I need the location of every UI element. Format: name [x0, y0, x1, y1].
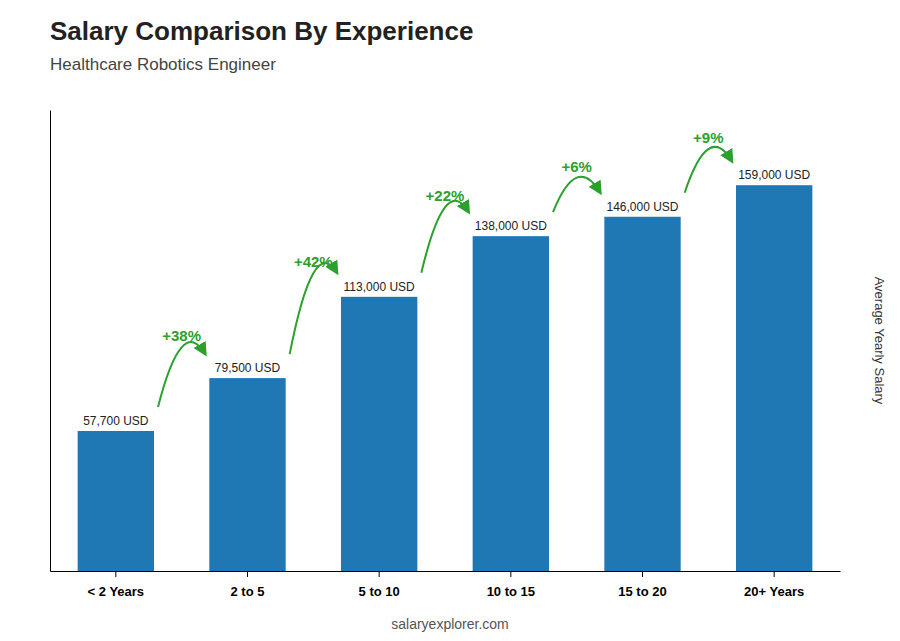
- bar: [209, 378, 285, 571]
- annotation-label: +38%: [162, 327, 201, 344]
- data-label: 138,000 USD: [475, 219, 547, 233]
- annotation-label: +9%: [693, 129, 723, 146]
- x-tick-mark: [642, 571, 643, 577]
- bar: [736, 185, 812, 571]
- annotation-arrow: [158, 342, 205, 407]
- x-tick: 15 to 20: [618, 571, 666, 599]
- x-tick-label: 10 to 15: [487, 584, 535, 599]
- x-tick-label: 5 to 10: [359, 584, 400, 599]
- footer: salaryexplorer.com: [391, 616, 509, 632]
- y-axis-line: [50, 111, 51, 572]
- bar: [473, 236, 549, 571]
- data-label: 57,700 USD: [83, 414, 149, 428]
- data-label: 79,500 USD: [215, 361, 281, 375]
- chart-container: Salary Comparison By Experience Healthcar…: [0, 0, 900, 641]
- bar: [341, 297, 417, 571]
- annotation-label: +42%: [294, 253, 333, 270]
- annotation-label: +6%: [561, 158, 591, 175]
- x-tick-label: 15 to 20: [618, 584, 666, 599]
- annotation-arrow: [421, 201, 468, 273]
- x-axis: < 2 Years 2 to 5 5 to 10 10 to 15 15 to 20 20…: [51, 571, 841, 599]
- x-tick-label: < 2 Years: [88, 584, 145, 599]
- bar: [604, 217, 680, 571]
- x-tick: 10 to 15: [487, 571, 535, 599]
- x-tick-mark: [379, 571, 380, 577]
- annotation-label: +22%: [426, 187, 465, 204]
- data-labels: 57,700 USD 79,500 USD 113,000 USD 138,000 U…: [83, 168, 810, 428]
- y-axis-title: Average Yearly Salary: [872, 277, 887, 405]
- x-tick: 2 to 5: [231, 571, 265, 599]
- annotation-arrow: [553, 177, 600, 213]
- x-tick-label: 2 to 5: [231, 584, 265, 599]
- x-tick: 5 to 10: [359, 571, 400, 599]
- annotation-arrow: [685, 147, 732, 193]
- x-tick: 20+ Years: [744, 571, 804, 599]
- x-tick-mark: [510, 571, 511, 577]
- data-label: 146,000 USD: [606, 200, 678, 214]
- plot-area: [78, 185, 813, 571]
- chart-svg: Salary Comparison By Experience Healthcar…: [0, 0, 900, 641]
- data-label: 113,000 USD: [344, 280, 415, 294]
- title: Salary Comparison By Experience: [50, 16, 473, 46]
- x-tick-mark: [247, 571, 248, 577]
- y-axis: [50, 111, 51, 572]
- annotations: +38% +42% +22% +6% +9%: [158, 129, 732, 407]
- data-label: 159,000 USD: [738, 168, 810, 182]
- x-axis-line: [51, 571, 841, 572]
- x-tick-mark: [115, 571, 116, 577]
- x-tick-mark: [774, 571, 775, 577]
- x-tick: < 2 Years: [88, 571, 145, 599]
- bar: [78, 431, 154, 571]
- subtitle: Healthcare Robotics Engineer: [50, 55, 276, 74]
- x-tick-label: 20+ Years: [744, 584, 804, 599]
- annotation-arrow: [290, 263, 337, 354]
